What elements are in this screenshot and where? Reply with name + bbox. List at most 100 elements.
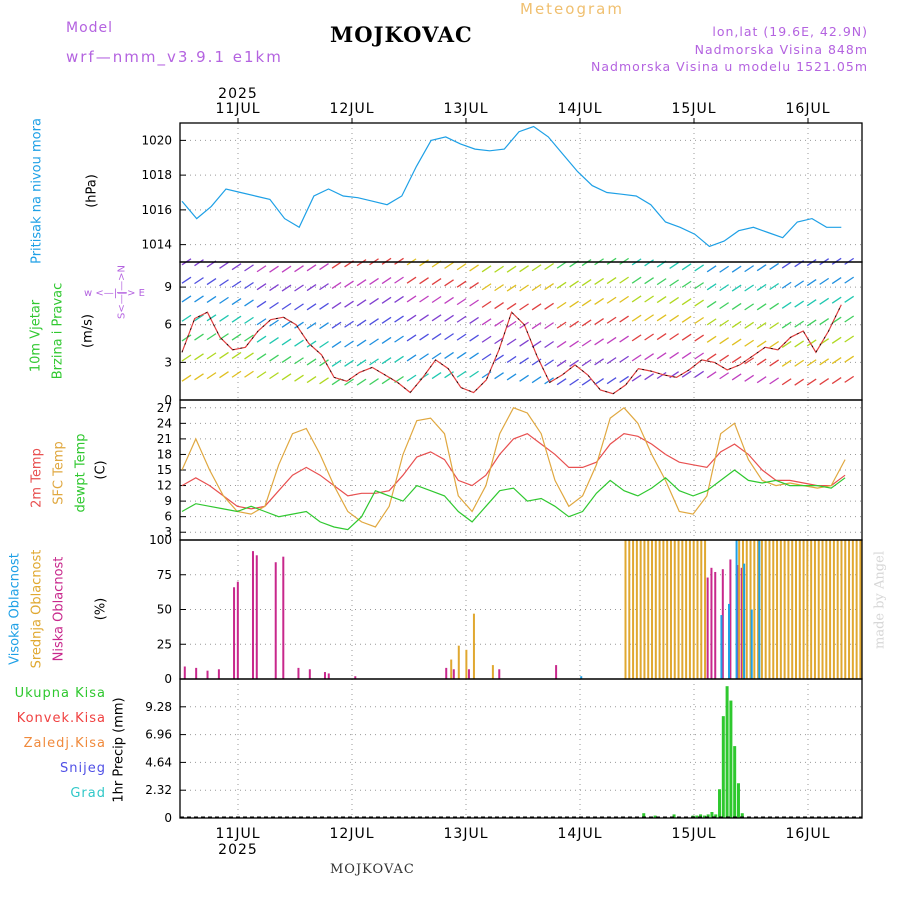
cloud-bar	[783, 540, 786, 679]
wind-barb	[281, 355, 292, 363]
wind-barb	[456, 351, 467, 359]
cloud-bar	[813, 540, 816, 679]
wind-barb	[731, 320, 742, 328]
wind-barb	[431, 352, 442, 360]
y-tick-label: 9	[164, 494, 172, 508]
cloud-bar	[700, 540, 703, 679]
wind-barb	[519, 357, 529, 365]
wind-barb	[369, 277, 379, 286]
wind-barb	[319, 263, 329, 271]
wind-barb	[381, 277, 392, 285]
wind-barb	[819, 378, 830, 386]
wind-barb	[694, 334, 704, 342]
wind-barb	[769, 359, 780, 367]
wind-barb	[369, 358, 379, 366]
coords-text: lon,lat (19.6E, 42.9N)	[712, 24, 868, 39]
wind-barb	[294, 265, 304, 273]
wind-barb	[519, 284, 529, 292]
wind-barb	[456, 333, 467, 341]
wind-barb	[481, 283, 492, 291]
wind-barb	[219, 351, 229, 359]
cloud-bar	[692, 540, 695, 679]
wind-barb	[494, 284, 504, 292]
wind-barb	[644, 353, 654, 361]
cloud-bar	[758, 540, 761, 679]
wind-barb	[656, 371, 667, 380]
wind-barb	[519, 265, 529, 273]
wind-barb	[794, 320, 805, 328]
cloud-bar	[624, 540, 627, 679]
wind-barb	[794, 280, 805, 288]
y-tick-label: 25	[157, 637, 172, 651]
y-tick-label: 1016	[141, 203, 172, 217]
cloud-bar	[810, 540, 813, 679]
wind-barb	[656, 295, 667, 304]
wind-barb	[344, 359, 354, 367]
wind-barb	[694, 264, 704, 272]
y-tick-label: 3	[164, 355, 172, 369]
y-tick-label: 50	[157, 603, 172, 617]
wind-barb	[194, 353, 204, 361]
wind-barb	[206, 352, 217, 360]
date-label-top: 16JUL	[786, 101, 831, 117]
wind-barb	[569, 320, 579, 328]
wind-barb	[344, 280, 354, 288]
cloud-bar	[710, 567, 713, 679]
wind-barb	[494, 265, 504, 273]
wind-barb	[506, 302, 517, 310]
wind-barb	[481, 300, 492, 308]
cloud-bar	[696, 540, 699, 679]
wind-barb	[694, 370, 704, 378]
model-label: Model	[66, 20, 114, 36]
wind-barb	[544, 302, 554, 310]
wind-barb	[556, 321, 567, 329]
year-label-bottom: 2025	[218, 842, 258, 858]
wind-barb	[444, 314, 454, 322]
wind-barb	[806, 359, 817, 367]
wind-barb	[819, 297, 830, 305]
wind-barb	[831, 257, 842, 265]
wind-barb	[506, 265, 517, 273]
cloud-bar	[840, 540, 843, 679]
wind-barb	[194, 295, 204, 303]
wind-barb	[506, 338, 517, 346]
cloud-bar	[639, 540, 642, 679]
cloud-bar	[768, 540, 771, 679]
wind-barb	[256, 318, 267, 326]
wind-barb	[744, 265, 755, 273]
wind-barb	[319, 359, 329, 367]
wind-barb	[781, 281, 792, 289]
wind-barb	[419, 353, 429, 361]
wind-barb	[444, 261, 454, 269]
wind-barb	[406, 334, 417, 342]
cloud-bar	[233, 587, 236, 679]
cloud-bar	[735, 540, 738, 679]
wind-barb	[494, 354, 504, 362]
wind-barb	[806, 339, 817, 347]
wind-barb	[694, 316, 704, 325]
wind-barb	[719, 337, 730, 345]
temp-line-2	[181, 469, 846, 531]
wind-barb	[694, 352, 704, 360]
wind-barb	[181, 374, 192, 382]
wind-barb	[781, 301, 792, 309]
precip-bar	[642, 813, 646, 818]
panel-4: 0 2.32 4.64 6.96 9.28	[145, 679, 862, 825]
panel-frame	[179, 122, 863, 263]
wind-barb	[194, 277, 204, 285]
cloud-bar	[836, 540, 839, 679]
wind-barb	[844, 276, 855, 284]
page-title: MOJKOVAC	[330, 22, 473, 47]
wind-barb	[569, 359, 579, 367]
cloud-bar	[729, 559, 732, 679]
wind-barb	[594, 338, 604, 346]
wind-barb	[294, 339, 304, 347]
cloud-bar	[795, 540, 797, 679]
wind-barb	[181, 314, 192, 322]
cloud-bar	[297, 667, 300, 679]
wind-barb	[669, 296, 679, 305]
cloud-bar	[673, 540, 676, 679]
wind-barb	[644, 314, 654, 322]
wind-barb	[394, 295, 404, 303]
wind-barb	[244, 264, 254, 272]
